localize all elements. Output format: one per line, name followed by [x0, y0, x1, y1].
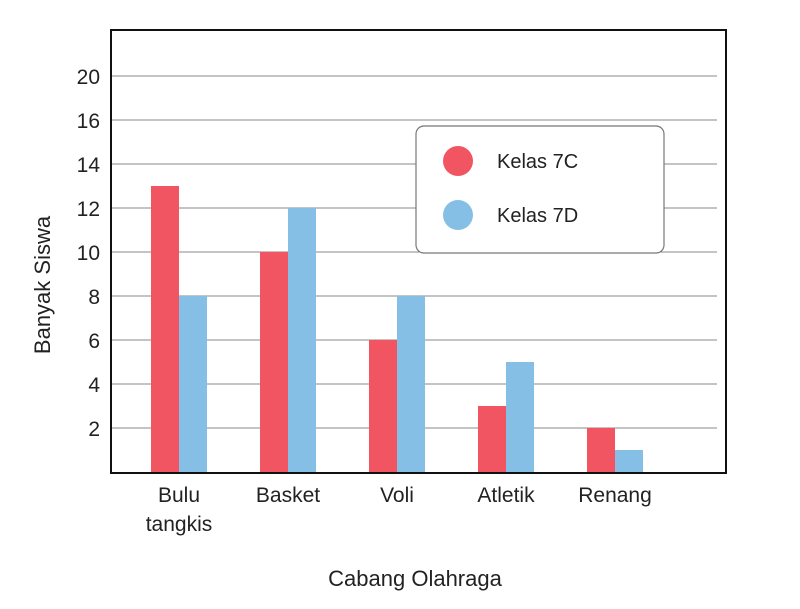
legend-label: Kelas 7C	[497, 151, 578, 173]
y-tick-label: 14	[77, 154, 101, 177]
bar-kelas-7d	[615, 450, 643, 472]
bar-kelas-7d	[288, 208, 316, 472]
y-tick-label: 12	[77, 198, 100, 221]
bar-kelas-7d	[397, 296, 425, 472]
legend-swatch	[443, 200, 473, 230]
bar-kelas-7c	[151, 186, 179, 472]
bar-kelas-7d	[179, 296, 207, 472]
bars	[151, 186, 643, 472]
legend: Kelas 7C Kelas 7D	[415, 125, 665, 254]
y-tick-label: 6	[88, 330, 100, 353]
x-tick-label: Voli	[380, 484, 414, 507]
gridlines	[111, 75, 717, 429]
legend-box	[415, 125, 665, 254]
bar-kelas-7c	[369, 340, 397, 472]
y-tick-label: 2	[88, 418, 100, 441]
plot-frame	[110, 29, 727, 474]
x-tick-labels: Bulu tangkis Basket Voli Atletik Renang	[146, 484, 652, 536]
y-tick-label: 20	[77, 66, 100, 89]
bar-kelas-7c	[260, 252, 288, 472]
x-axis-label: Cabang Olahraga	[328, 566, 502, 591]
x-tick-label: Renang	[578, 484, 652, 507]
x-tick-label: tangkis	[146, 513, 213, 536]
y-tick-label: 10	[77, 242, 100, 265]
x-tick-label: Basket	[256, 484, 320, 507]
bar-kelas-7c	[478, 406, 506, 472]
x-tick-label: Atletik	[477, 484, 535, 507]
y-tick-label: 16	[77, 110, 100, 133]
y-tick-labels: 2 4 6 8 10 12 14 16 20	[77, 66, 101, 441]
y-axis-label: Banyak Siswa	[30, 215, 55, 354]
bar-kelas-7c	[587, 428, 615, 472]
y-tick-label: 8	[88, 286, 100, 309]
y-tick-label: 4	[88, 374, 100, 397]
bar-kelas-7d	[506, 362, 534, 472]
legend-swatch	[443, 146, 473, 176]
legend-label: Kelas 7D	[497, 205, 578, 227]
x-tick-label: Bulu	[158, 484, 200, 507]
